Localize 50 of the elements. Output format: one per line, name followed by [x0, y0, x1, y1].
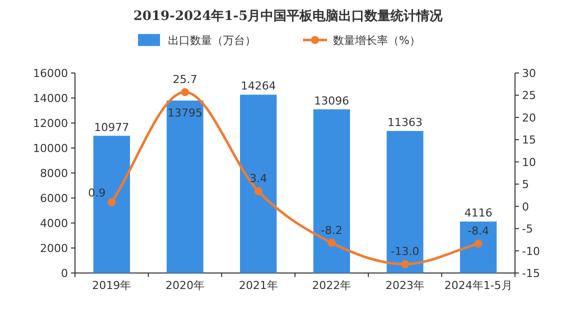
y2-tick-label: 15: [522, 134, 536, 147]
y-tick-label: 6000: [40, 192, 68, 205]
y2-tick-label: 20: [522, 111, 536, 124]
y2-tick-label: 0: [522, 200, 529, 214]
x-tick-label: 2020年: [166, 279, 204, 292]
data-label: 3.4: [250, 172, 268, 186]
data-label: -8.2: [320, 224, 342, 237]
data-label: 10977: [94, 120, 130, 134]
data-label: 25.7: [172, 73, 198, 86]
legend-label: 数量增长率（%）: [333, 34, 420, 47]
point: [181, 88, 189, 96]
y2-tick-label: -15: [522, 267, 540, 280]
data-label: 13795: [168, 106, 202, 120]
x-tick-label: 2019年: [92, 279, 132, 292]
y2-tick-label: 30: [522, 67, 536, 80]
x-tick-label: 2021年: [238, 279, 278, 292]
y-tick-label: 14000: [33, 92, 68, 105]
y2-tick-label: 5: [522, 178, 529, 192]
data-label: 11363: [388, 116, 422, 129]
x-tick-label: 2024年1-5月: [444, 279, 512, 292]
x-tick-label: 2023年: [386, 279, 424, 292]
point: [254, 187, 262, 196]
y-tick-label: 10000: [33, 142, 68, 155]
y-tick-label: 4000: [40, 217, 68, 230]
point: [401, 260, 409, 268]
x-tick-label: 2022年: [312, 279, 352, 292]
data-label: -8.4: [468, 224, 490, 238]
y-tick-label: 12000: [33, 117, 68, 130]
y2-tick-label: 10: [522, 156, 536, 169]
point: [328, 238, 336, 247]
y-tick-label: 2000: [40, 242, 68, 255]
chart-title: 2019-2024年1-5月中国平板电脑出口数量统计情况: [133, 8, 444, 24]
y2-tick-label: 25: [522, 89, 536, 102]
y-tick-label: 8000: [40, 167, 68, 180]
data-label: -13.0: [390, 245, 420, 258]
point: [474, 240, 482, 248]
bar: [166, 100, 204, 273]
y2-tick-label: -10: [522, 244, 540, 258]
y-tick-label: 16000: [33, 67, 68, 80]
bar: [386, 130, 424, 273]
data-label: 14264: [240, 80, 276, 93]
legend-label: 出口数量（万台）: [168, 34, 256, 47]
data-label: 13096: [314, 94, 350, 108]
bar: [460, 222, 497, 273]
bar: [240, 94, 277, 273]
point: [108, 198, 116, 206]
y2-tick-label: -5: [522, 222, 533, 236]
bar: [313, 109, 350, 273]
y-tick-label: 0: [61, 267, 68, 280]
data-label: 4116: [464, 206, 492, 220]
